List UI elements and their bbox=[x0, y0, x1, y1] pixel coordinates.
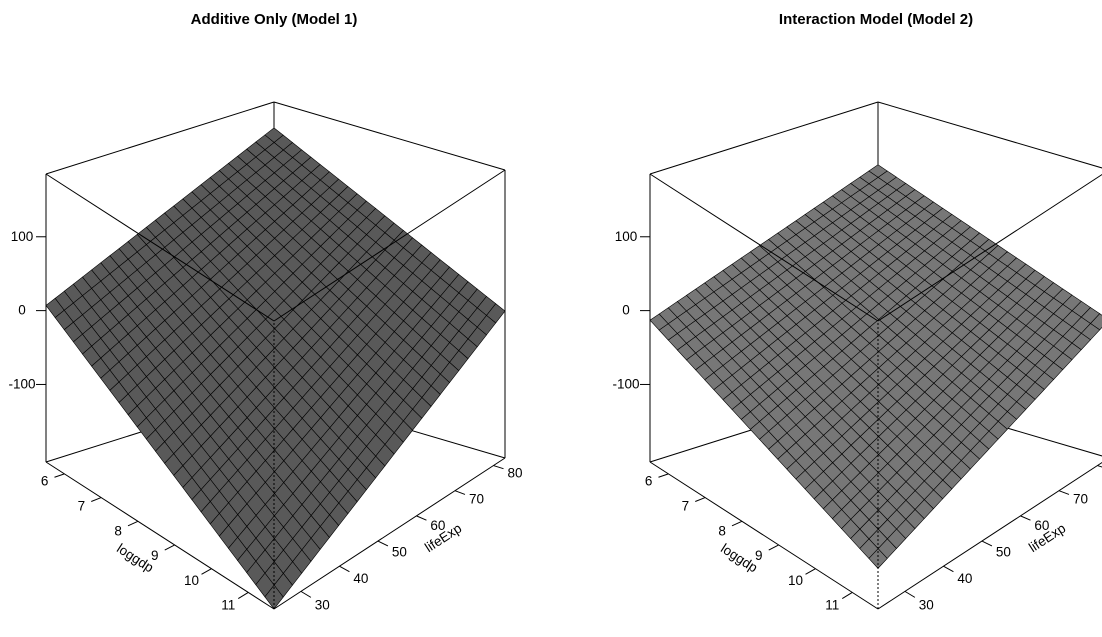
x-tick-label: 6 bbox=[41, 474, 49, 489]
y-tick: 50 bbox=[981, 540, 1011, 559]
y-tick-label: 40 bbox=[957, 571, 972, 586]
y-tick-label: 70 bbox=[469, 492, 484, 507]
y-tick: 70 bbox=[454, 490, 484, 507]
x-tick-label: 8 bbox=[718, 523, 726, 538]
x-tick-label: 8 bbox=[114, 523, 122, 538]
y-tick: 50 bbox=[377, 540, 407, 559]
y-tick: 60 bbox=[416, 515, 445, 533]
chart-title: Additive Only (Model 1) bbox=[191, 11, 358, 28]
x-axis-label: loggdp bbox=[114, 541, 156, 576]
z-tick: 0 bbox=[622, 303, 650, 318]
y-tick: 60 bbox=[1020, 515, 1049, 533]
x-tick: 7 bbox=[682, 497, 706, 513]
y-tick-label: 30 bbox=[919, 597, 934, 612]
x-tick: 11 bbox=[221, 591, 249, 613]
x-tick-label: 7 bbox=[78, 498, 86, 513]
y-tick: 80 bbox=[493, 465, 523, 480]
box-front-edges bbox=[649, 173, 1102, 610]
y-tick: 40 bbox=[943, 565, 972, 586]
x-tick: 8 bbox=[114, 520, 139, 538]
chart-title: Interaction Model (Model 2) bbox=[779, 11, 973, 28]
z-tick-label: 100 bbox=[615, 229, 638, 244]
y-tick: 80 bbox=[1097, 465, 1102, 468]
x-axis-label: loggdp bbox=[718, 541, 760, 576]
x-tick-label: 10 bbox=[788, 573, 803, 588]
surface bbox=[45, 127, 506, 610]
y-tick: 30 bbox=[300, 590, 330, 612]
y-tick: 70 bbox=[1058, 490, 1088, 507]
box-front-edges bbox=[45, 169, 506, 610]
x-tick-label: 11 bbox=[221, 598, 235, 613]
x-tick-label: 7 bbox=[682, 498, 690, 513]
z-tick-label: -100 bbox=[612, 376, 639, 391]
z-tick: -100 bbox=[612, 376, 650, 391]
x-tick: 10 bbox=[184, 568, 212, 588]
y-tick-label: 50 bbox=[392, 544, 407, 559]
z-tick: 100 bbox=[11, 229, 46, 244]
y-tick-label: 60 bbox=[1034, 518, 1049, 533]
z-tick-label: 0 bbox=[622, 303, 630, 318]
x-tick-label: 9 bbox=[755, 548, 763, 563]
y-tick-label: 70 bbox=[1073, 492, 1088, 507]
z-tick: 100 bbox=[615, 229, 650, 244]
y-tick: 40 bbox=[339, 565, 368, 586]
surface bbox=[649, 164, 1102, 569]
z-tick-label: -100 bbox=[8, 376, 35, 391]
z-tick-label: 100 bbox=[11, 229, 34, 244]
x-tick: 10 bbox=[788, 568, 816, 588]
x-tick-label: 11 bbox=[825, 598, 839, 613]
z-tick: 0 bbox=[18, 303, 46, 318]
x-tick-label: 6 bbox=[645, 474, 653, 489]
y-tick: 30 bbox=[904, 590, 934, 612]
x-tick-label: 10 bbox=[184, 573, 199, 588]
y-tick-label: 50 bbox=[996, 544, 1011, 559]
z-tick-label: 0 bbox=[18, 303, 26, 318]
x-tick: 6 bbox=[41, 473, 65, 489]
y-tick-label: 80 bbox=[508, 465, 523, 480]
y-tick-label: 60 bbox=[430, 518, 445, 533]
x-tick: 7 bbox=[78, 497, 102, 513]
x-tick: 9 bbox=[151, 544, 175, 563]
chart-panel-2: Interaction Model (Model 2) -100 0 100 6 7 8 9 1… bbox=[612, 11, 1102, 613]
y-tick-label: 30 bbox=[315, 597, 330, 612]
x-tick: 6 bbox=[645, 473, 669, 489]
x-tick: 8 bbox=[718, 520, 743, 538]
x-tick: 11 bbox=[825, 591, 853, 613]
x-tick: 9 bbox=[755, 544, 779, 563]
x-tick-label: 9 bbox=[151, 548, 159, 563]
y-tick-label: 40 bbox=[353, 571, 368, 586]
chart-panel-1: Additive Only (Model 1) -100 0 100 6 7 8 9 10 11 3… bbox=[8, 11, 522, 613]
z-tick: -100 bbox=[8, 376, 46, 391]
